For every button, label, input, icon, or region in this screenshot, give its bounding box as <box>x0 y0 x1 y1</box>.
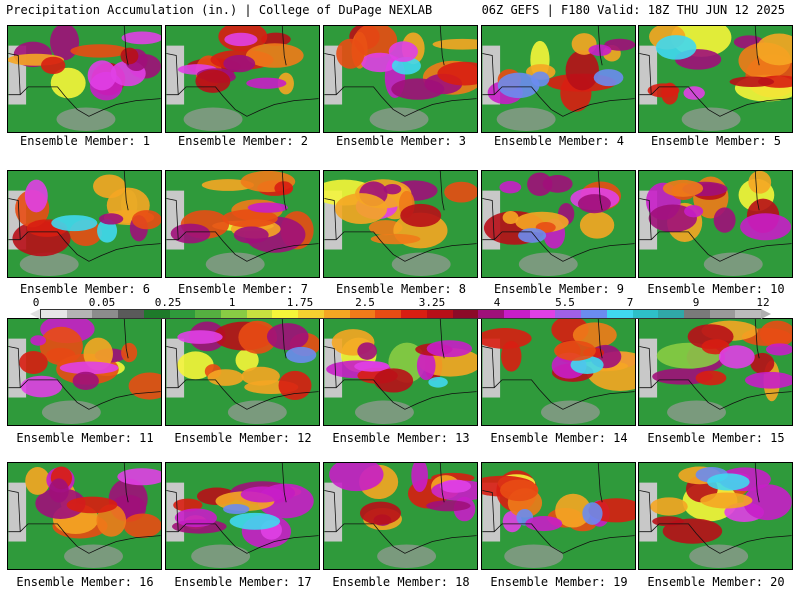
colorbar-swatch <box>581 310 607 318</box>
colorbar-swatch <box>41 310 67 318</box>
colorbar-tick-label: 9 <box>692 296 700 309</box>
ensemble-member-label: Ensemble Member: 6 <box>19 282 151 296</box>
colorbar <box>40 309 762 319</box>
colorbar-min-arrow <box>30 309 40 319</box>
colorbar-tick-label: 1.75 <box>286 296 314 309</box>
ensemble-member-label: Ensemble Member: 16 <box>16 575 154 589</box>
ensemble-member-map <box>481 170 636 278</box>
ensemble-member-label: Ensemble Member: 8 <box>335 282 467 296</box>
ensemble-member-map <box>638 462 793 570</box>
colorbar-swatch <box>143 310 170 318</box>
ensemble-member-map <box>638 25 793 133</box>
ensemble-member-map <box>323 170 478 278</box>
colorbar-swatch <box>195 310 222 318</box>
ensemble-member-label: Ensemble Member: 1 <box>19 134 151 148</box>
colorbar-swatch <box>503 310 530 318</box>
ensemble-member-label: Ensemble Member: 3 <box>335 134 467 148</box>
colorbar-swatch <box>529 310 556 318</box>
map-title: Precipitation Accumulation (in.) | Colle… <box>6 3 433 17</box>
colorbar-tick-label: 7 <box>626 296 634 309</box>
ensemble-member-map <box>7 25 162 133</box>
colorbar-tick-label: 5.5 <box>555 296 575 309</box>
ensemble-member-label: Ensemble Member: 14 <box>490 431 628 445</box>
ensemble-member-label: Ensemble Member: 7 <box>177 282 309 296</box>
colorbar-swatch <box>555 310 582 318</box>
ensemble-member-label: Ensemble Member: 5 <box>650 134 782 148</box>
colorbar-tick-label: 12 <box>756 296 770 309</box>
ensemble-member-map <box>481 318 636 426</box>
ensemble-member-map <box>7 170 162 278</box>
ensemble-member-label: Ensemble Member: 15 <box>647 431 785 445</box>
ensemble-member-map <box>323 318 478 426</box>
colorbar-swatch <box>92 310 119 318</box>
colorbar-swatch <box>709 310 736 318</box>
colorbar-swatch <box>323 310 350 318</box>
colorbar-swatch <box>478 310 504 318</box>
ensemble-member-map <box>165 170 320 278</box>
ensemble-member-map <box>638 318 793 426</box>
ensemble-member-label: Ensemble Member: 2 <box>177 134 309 148</box>
colorbar-swatch <box>349 310 376 318</box>
ensemble-member-label: Ensemble Member: 12 <box>174 431 312 445</box>
colorbar-tick-label: 2.5 <box>355 296 375 309</box>
ensemble-member-map <box>638 170 793 278</box>
ensemble-member-map <box>165 318 320 426</box>
colorbar-tick-label: 0.05 <box>88 296 116 309</box>
colorbar-swatch <box>66 310 93 318</box>
ensemble-member-label: Ensemble Member: 9 <box>493 282 625 296</box>
colorbar-swatch <box>221 310 247 318</box>
ensemble-member-label: Ensemble Member: 4 <box>493 134 625 148</box>
colorbar-swatch <box>169 310 196 318</box>
colorbar-tick-label: 4 <box>493 296 501 309</box>
colorbar-swatch <box>632 310 659 318</box>
colorbar-swatch <box>452 310 479 318</box>
colorbar-swatch <box>735 310 762 318</box>
colorbar-tick-label: 3.25 <box>418 296 446 309</box>
ensemble-member-map <box>481 25 636 133</box>
ensemble-member-label: Ensemble Member: 20 <box>647 575 785 589</box>
colorbar-max-arrow <box>761 309 771 319</box>
colorbar-swatch <box>426 310 453 318</box>
colorbar-swatch <box>401 310 427 318</box>
colorbar-tick-label: 0 <box>32 296 40 309</box>
ensemble-member-map <box>165 25 320 133</box>
colorbar-swatch <box>606 310 633 318</box>
colorbar-tick-label: 1 <box>228 296 236 309</box>
ensemble-member-map <box>323 462 478 570</box>
ensemble-member-map <box>481 462 636 570</box>
ensemble-member-map <box>323 25 478 133</box>
ensemble-member-label: Ensemble Member: 18 <box>332 575 470 589</box>
ensemble-member-label: Ensemble Member: 11 <box>16 431 154 445</box>
ensemble-member-label: Ensemble Member: 10 <box>647 282 785 296</box>
colorbar-swatch <box>683 310 710 318</box>
ensemble-member-map <box>7 462 162 570</box>
colorbar-swatch <box>118 310 144 318</box>
colorbar-swatch <box>658 310 684 318</box>
model-valid-time: 06Z GEFS | F180 Valid: 18Z THU JUN 12 20… <box>481 3 785 17</box>
colorbar-swatch <box>246 310 273 318</box>
ensemble-member-label: Ensemble Member: 13 <box>332 431 470 445</box>
ensemble-member-label: Ensemble Member: 19 <box>490 575 628 589</box>
ensemble-member-map <box>165 462 320 570</box>
colorbar-swatch <box>298 310 324 318</box>
colorbar-tick-label: 0.25 <box>154 296 182 309</box>
ensemble-member-map <box>7 318 162 426</box>
ensemble-member-label: Ensemble Member: 17 <box>174 575 312 589</box>
colorbar-swatch <box>272 310 299 318</box>
colorbar-swatch <box>375 310 402 318</box>
